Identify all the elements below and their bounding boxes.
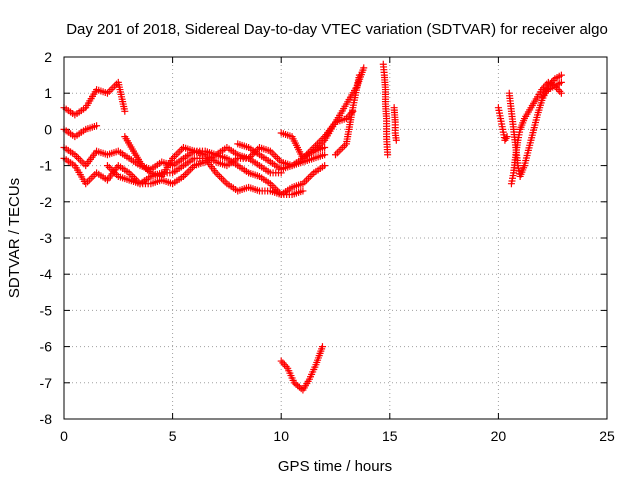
data-point xyxy=(279,359,287,367)
series-track-m xyxy=(277,343,326,394)
data-point xyxy=(103,162,111,170)
y-tick-label: -3 xyxy=(40,230,53,246)
data-point xyxy=(304,174,312,182)
data-point xyxy=(277,357,285,365)
y-tick-label: -6 xyxy=(40,339,53,355)
y-tick-label: 1 xyxy=(44,85,52,101)
plot-frame xyxy=(63,56,608,420)
data-point xyxy=(321,162,329,170)
data-point xyxy=(219,176,227,184)
data-point xyxy=(384,151,392,159)
chart-title: Day 201 of 2018, Sidereal Day-to-day VTE… xyxy=(66,21,608,38)
data-point xyxy=(280,361,288,369)
data-point xyxy=(299,187,307,195)
data-point xyxy=(78,158,86,166)
data-point xyxy=(332,151,339,159)
data-point xyxy=(318,343,326,351)
data-point xyxy=(187,165,195,173)
data-point xyxy=(109,84,117,92)
y-tick-label: -5 xyxy=(40,302,53,318)
data-point xyxy=(392,136,400,144)
data-point xyxy=(337,145,345,153)
y-axis-label: SDTVAR / TECUs xyxy=(6,178,23,298)
data-point xyxy=(127,171,135,179)
data-series xyxy=(60,60,565,394)
series-track-p xyxy=(507,78,565,188)
y-tick-label: -8 xyxy=(40,411,53,427)
data-point xyxy=(556,87,564,95)
series-track-a xyxy=(60,78,129,119)
data-point xyxy=(93,122,101,130)
data-point xyxy=(303,176,311,184)
data-point xyxy=(74,154,82,162)
series-track-n xyxy=(494,104,511,144)
y-tick-label: 2 xyxy=(44,49,52,65)
data-point xyxy=(183,169,191,177)
data-point xyxy=(321,151,329,159)
data-point xyxy=(308,171,316,179)
data-point xyxy=(339,144,347,151)
data-point xyxy=(170,153,178,161)
series-track-b xyxy=(60,122,101,141)
x-tick-label: 25 xyxy=(599,428,615,444)
data-point xyxy=(557,78,565,86)
data-point xyxy=(557,71,565,79)
series-track-h xyxy=(277,107,357,162)
data-point xyxy=(111,82,119,90)
data-point xyxy=(76,156,84,164)
series-track-l xyxy=(390,104,400,144)
x-axis-label: GPS time / hours xyxy=(278,458,392,475)
data-point xyxy=(543,80,551,88)
data-point xyxy=(181,171,189,179)
y-tick-label: -7 xyxy=(40,375,53,391)
data-point xyxy=(268,182,276,190)
x-tick-label: 0 xyxy=(60,428,68,444)
data-point xyxy=(272,153,280,161)
x-tick-label: 20 xyxy=(491,428,507,444)
series-track-g xyxy=(234,140,329,173)
data-point xyxy=(306,172,314,180)
grid-lines xyxy=(64,57,607,419)
data-point xyxy=(335,147,343,155)
y-tick-label: -2 xyxy=(40,194,53,210)
series-track-k xyxy=(379,60,392,159)
data-point xyxy=(333,149,341,157)
x-tick-label: 5 xyxy=(169,428,177,444)
data-point xyxy=(557,89,565,97)
data-point xyxy=(214,171,222,179)
y-tick-label: 0 xyxy=(44,121,52,137)
data-point xyxy=(85,176,93,184)
y-tick-label: -1 xyxy=(40,158,53,174)
x-tick-label: 10 xyxy=(273,428,289,444)
series-track-d xyxy=(60,151,307,199)
data-point xyxy=(178,145,186,153)
data-point xyxy=(105,87,113,95)
data-point xyxy=(355,71,363,79)
data-point xyxy=(319,138,327,146)
data-point xyxy=(73,153,81,161)
x-tick-label: 15 xyxy=(382,428,398,444)
data-point xyxy=(216,172,224,180)
data-point xyxy=(270,151,278,159)
data-point xyxy=(503,133,511,141)
data-point xyxy=(360,64,368,72)
series-track-q xyxy=(538,82,565,101)
data-point xyxy=(221,178,229,186)
data-point xyxy=(121,107,129,115)
data-point xyxy=(172,151,180,159)
data-point xyxy=(321,144,329,151)
series-track-j xyxy=(332,71,363,159)
data-point xyxy=(274,154,282,162)
data-point xyxy=(185,167,193,175)
data-point xyxy=(174,149,182,157)
data-point xyxy=(217,174,225,182)
data-point xyxy=(87,174,95,182)
y-tick-label: -4 xyxy=(40,266,53,282)
